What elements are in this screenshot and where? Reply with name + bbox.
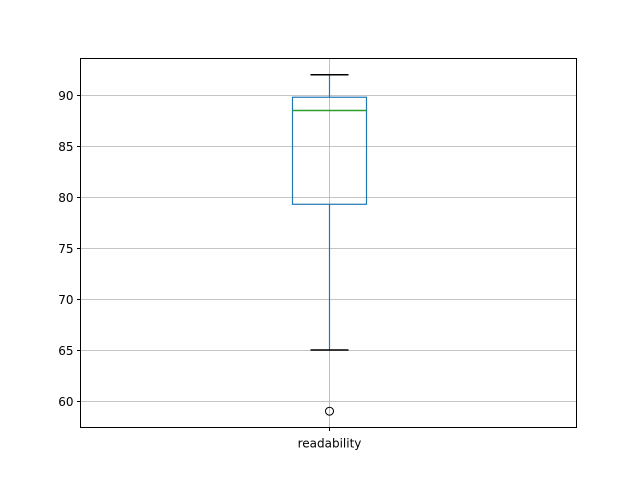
y-tick-label: 85 (58, 140, 73, 154)
y-axis: 60 65 70 75 80 85 90 (58, 89, 81, 409)
y-tick-label: 60 (58, 395, 73, 409)
boxes (291, 74, 368, 416)
outlier-point (325, 406, 334, 416)
y-tick-label: 80 (58, 191, 73, 205)
box-iqr (291, 96, 368, 205)
y-tick-label: 90 (58, 89, 73, 103)
y-tick-label: 70 (58, 293, 73, 307)
plot-frame (80, 58, 577, 428)
grid-lines (80, 58, 577, 428)
x-axis: readability (298, 427, 362, 451)
y-tick-label: 65 (58, 344, 73, 358)
y-tick-label: 75 (58, 242, 73, 256)
x-tick-label: readability (298, 437, 362, 451)
